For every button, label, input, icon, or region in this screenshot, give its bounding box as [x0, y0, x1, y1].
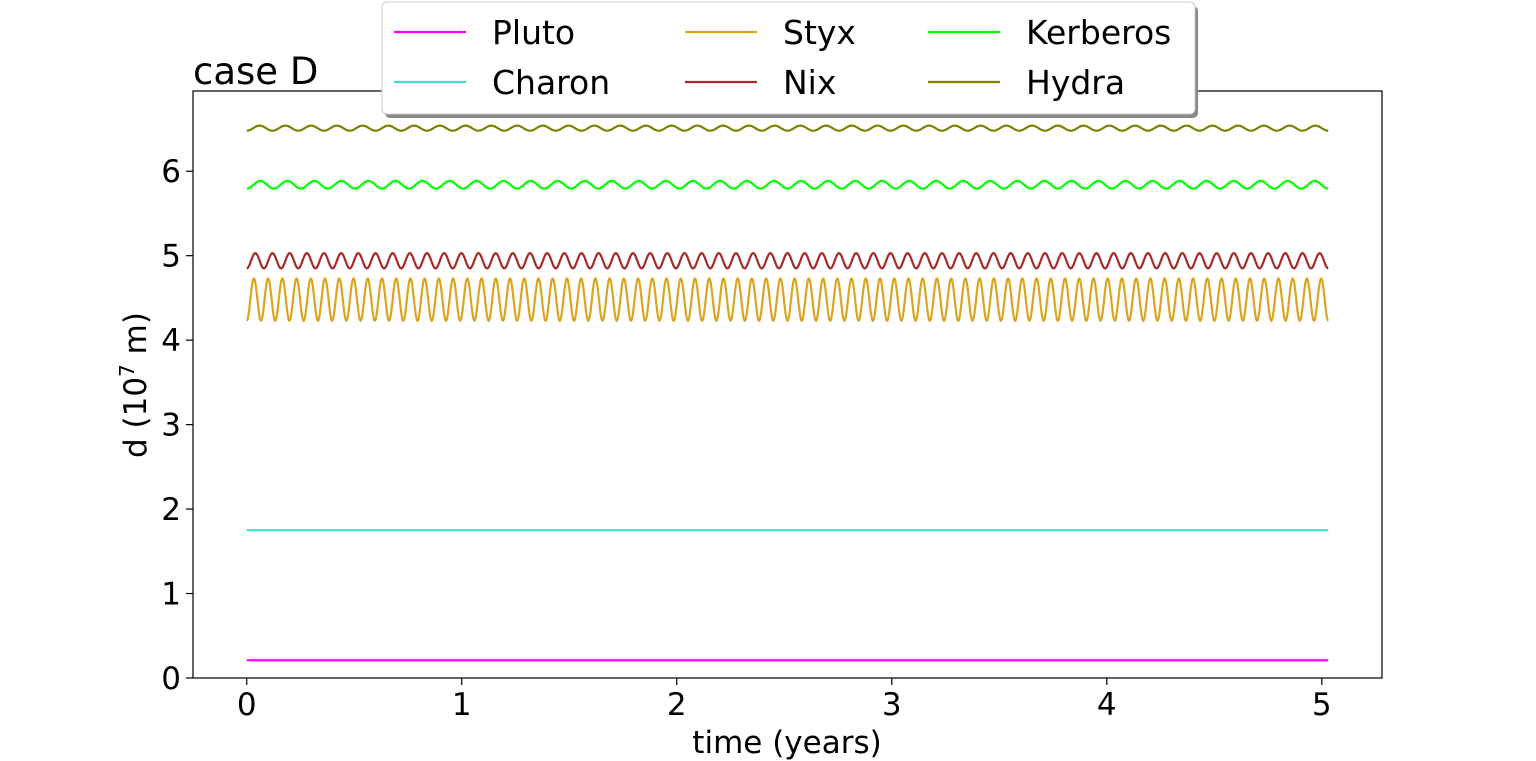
legend-label-charon: Charon	[492, 63, 610, 102]
legend-label-pluto: Pluto	[492, 13, 575, 52]
chart-title: case D	[193, 50, 318, 93]
x-axis-label: time (years)	[692, 725, 881, 761]
y-axis-label: d (107 m)	[115, 312, 154, 458]
x-tick-label: 5	[1312, 687, 1332, 723]
plot-frame	[192, 90, 1383, 679]
y-tick-label: 1	[161, 577, 181, 613]
legend-label-styx: Styx	[783, 13, 856, 52]
series-line-hydra	[246, 124, 1329, 132]
y-axis-label-prefix: d (10	[118, 377, 154, 458]
y-axis-label-suffix: m)	[118, 312, 154, 364]
series-line-styx	[246, 277, 1329, 323]
legend-items: Pluto Charon Styx Nix Kerberos Hydra	[394, 13, 1171, 102]
x-tick-label: 3	[882, 687, 902, 723]
y-axis: 0 1 2 3 4 5 6	[161, 154, 193, 697]
legend-box	[381, 1, 1196, 115]
x-tick-label: 0	[237, 687, 257, 723]
series-line-kerberos	[246, 179, 1329, 190]
legend: Pluto Charon Styx Nix Kerberos Hydra	[381, 1, 1198, 118]
x-tick-label: 1	[452, 687, 472, 723]
x-tick-label: 4	[1097, 687, 1117, 723]
y-tick-label: 6	[161, 154, 181, 190]
legend-label-kerberos: Kerberos	[1026, 13, 1171, 52]
y-tick-label: 5	[161, 239, 181, 275]
series-layer	[246, 124, 1329, 662]
y-tick-label: 4	[161, 323, 181, 359]
legend-label-hydra: Hydra	[1026, 63, 1125, 102]
y-tick-label: 2	[161, 492, 181, 528]
y-tick-label: 3	[161, 408, 181, 444]
y-axis-label-exponent: 7	[115, 364, 139, 377]
series-line-nix	[246, 252, 1329, 270]
x-axis: 0 1 2 3 4 5	[237, 678, 1332, 723]
x-tick-label: 2	[667, 687, 687, 723]
legend-label-nix: Nix	[783, 63, 836, 102]
y-tick-label: 0	[161, 661, 181, 697]
